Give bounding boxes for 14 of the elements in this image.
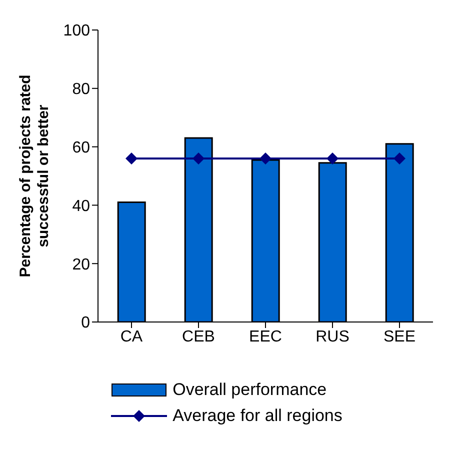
y-tick-label: 20 [72,256,90,274]
legend-label: Overall performance [172,380,327,400]
y-tick-label: 80 [72,81,90,98]
y-tick-label: 60 [72,139,90,156]
y-tick-label: 100 [63,22,90,40]
legend-label: Average for all regions [172,406,342,426]
x-tick-label: RUS [316,328,350,346]
y-axis-title: Percentage of projects rated successful or better [17,74,52,278]
x-tick-label: CEB [182,328,215,346]
y-tick-label: 0 [81,314,90,332]
x-tick-label: EEC [249,328,282,346]
x-tick-label: SEE [383,328,416,346]
y-tick-label: 40 [72,198,90,215]
x-tick-label: CA [120,328,143,346]
